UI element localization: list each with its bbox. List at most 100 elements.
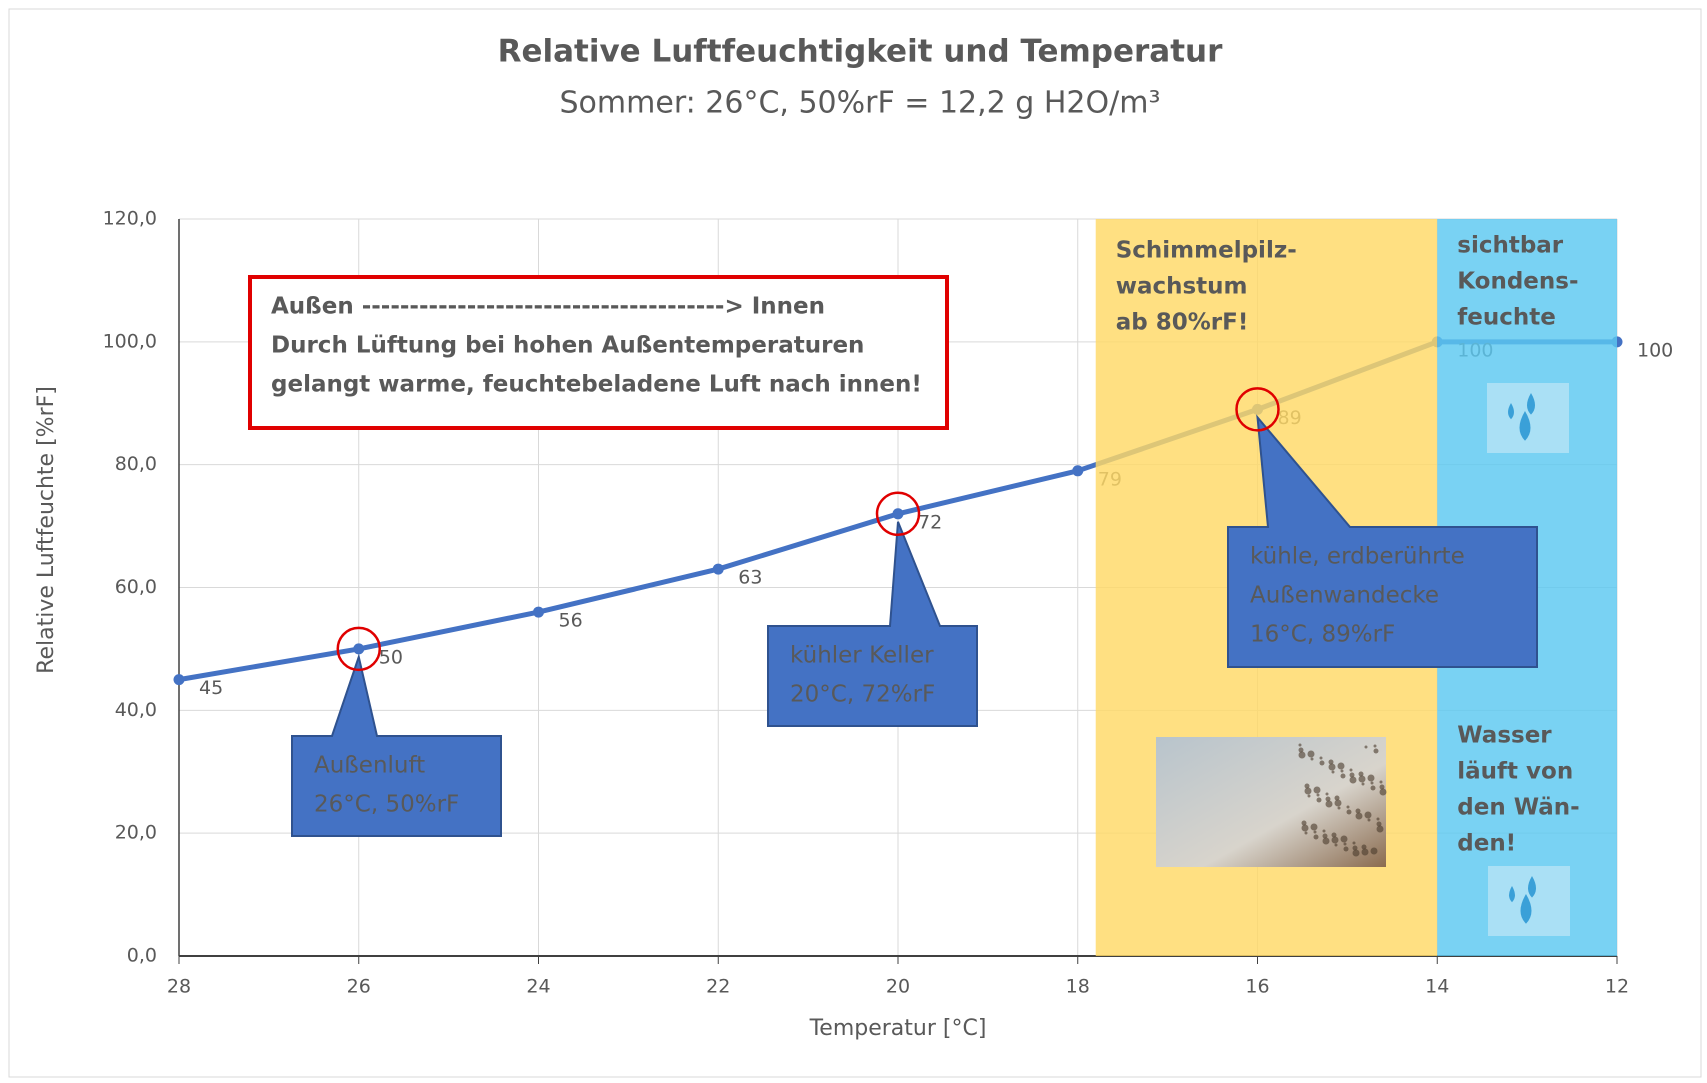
y-tick-label: 40,0 [115,699,157,721]
mold-spot [1355,808,1361,814]
mold-spot [1328,759,1334,765]
mold-spot [1361,844,1367,850]
mold-spot [1316,797,1322,803]
mold-spot [1340,773,1346,779]
band-text: Kondens- [1457,269,1578,295]
mold-spot [1322,837,1330,845]
drop [1519,411,1531,441]
x-tick-label: 20 [886,976,910,998]
mold-spot [1331,832,1337,838]
drop [1528,876,1536,898]
mold-spot [1304,783,1310,789]
callout [291,653,502,837]
mold-spot [1340,835,1348,843]
mold-photo [1156,737,1386,867]
y-tick-label: 80,0 [115,453,157,475]
mold-spot [1343,846,1349,852]
mold-spot [1319,760,1325,766]
band-text: wachstum [1116,274,1248,300]
mold-spot [1367,818,1371,822]
mold-spot [1361,848,1369,856]
y-tick-label: 60,0 [115,576,157,598]
mold-spot [1304,787,1312,795]
data-point [1072,465,1084,477]
mold-spot [1346,805,1350,809]
band-text: Wasser [1457,723,1552,749]
y-tick-label: 20,0 [115,822,157,844]
mold-spot [1373,748,1379,754]
mold-spot [1358,771,1364,777]
mold-spot [1370,781,1374,785]
mold-spot [1376,817,1380,821]
x-tick-label: 18 [1066,976,1090,998]
mold-spot [1349,768,1353,772]
mold-spot [1328,763,1336,771]
data-point [353,643,365,655]
callout-text: kühler Keller [790,643,934,669]
mold-spot [1349,776,1357,784]
mold-spot [1346,809,1352,815]
mold-spot [1364,745,1368,749]
mold-spot [1310,823,1318,831]
highlight-ring [875,491,921,537]
mold-spot [1319,756,1323,760]
band-text: sichtbar [1457,233,1564,259]
data-point [173,674,185,686]
mold-spot [1361,782,1365,786]
mold-spot [1325,792,1329,796]
data-label: 45 [199,677,223,699]
highlight-ring [1235,387,1280,432]
data-label: 56 [559,610,583,632]
mold-spot [1379,788,1387,796]
y-tick-label: 0,0 [127,945,157,967]
y-tick-label: 100,0 [103,330,157,352]
mold-spot [1301,820,1307,826]
mold-spot [1331,770,1335,774]
mold-spot [1373,744,1377,748]
callout [1227,414,1538,668]
callout-text: kühle, erdberührte [1250,544,1465,570]
mold-spot [1376,825,1384,833]
x-axis-label: Temperatur [°C] [809,1016,987,1041]
note-box [248,275,949,430]
mold-spot [1334,799,1342,807]
callout [767,521,978,727]
callout-text: 16°C, 89%rF [1250,622,1395,648]
mold-spot [1316,793,1320,797]
band-text: den! [1457,831,1516,857]
y-tick-label: 120,0 [103,208,157,230]
data-label: 50 [379,646,403,668]
mold-spot [1307,750,1315,758]
mold-spot [1355,812,1363,820]
mold-spot [1313,830,1317,834]
data-point [712,563,724,575]
x-tick-label: 16 [1245,976,1269,998]
note-text: Außen ----------------------------------… [271,294,825,320]
mold-spot [1337,762,1345,770]
y-axis-label: Relative Luftfeuchte [%rF] [34,386,59,674]
band-text: ab 80%rF! [1116,310,1249,336]
band-text: den Wän- [1457,795,1579,821]
x-tick-label: 12 [1605,976,1629,998]
mold-spot [1331,836,1339,844]
mold-spot [1322,833,1328,839]
mold-spot [1334,795,1340,801]
x-tick-label: 22 [706,976,730,998]
mold-spot [1370,785,1376,791]
mold-spot [1349,772,1355,778]
data-label: 63 [738,567,762,589]
mold-spot [1358,775,1366,783]
data-point [533,606,544,618]
mold-spot [1376,821,1382,827]
mold-spot [1379,784,1385,790]
mold-spot [1334,843,1338,847]
x-tick-label: 14 [1425,976,1449,998]
drop [1520,894,1532,924]
data-label: 100 [1637,339,1673,361]
mold-spot [1352,841,1356,845]
callout-text: Außenluft [314,753,425,779]
mold-spot [1298,743,1302,747]
drop [1508,403,1514,420]
mold-spot [1298,747,1304,753]
callout-text: Außenwandecke [1250,583,1439,609]
